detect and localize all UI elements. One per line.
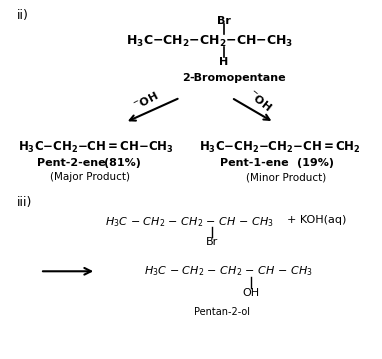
Text: ii): ii)	[17, 9, 29, 22]
Text: $^{-}$OH: $^{-}$OH	[246, 88, 275, 113]
Text: OH: OH	[242, 288, 259, 298]
Text: Br: Br	[206, 237, 218, 247]
Text: Pent-1-ene: Pent-1-ene	[220, 158, 289, 168]
Text: (Minor Product): (Minor Product)	[246, 172, 327, 182]
Text: -Bromopentane: -Bromopentane	[190, 73, 286, 83]
Text: $H_3C\ {-}\ CH_2\ {-}\ CH_2\ {-}\ CH\ {-}\ CH_3$: $H_3C\ {-}\ CH_2\ {-}\ CH_2\ {-}\ CH\ {-…	[144, 264, 313, 278]
Text: $\mathbf{H_3C{-}CH_2{-}CH_2{-}CH{=}CH_2}$: $\mathbf{H_3C{-}CH_2{-}CH_2{-}CH{=}CH_2}…	[199, 140, 361, 155]
Text: Br: Br	[217, 16, 231, 26]
Text: (81%): (81%)	[104, 158, 141, 168]
Text: 2: 2	[182, 73, 190, 83]
Text: $\mathbf{H_3C{-}CH_2{-}CH_2{-}CH{-}CH_3}$: $\mathbf{H_3C{-}CH_2{-}CH_2{-}CH{-}CH_3}…	[126, 34, 293, 49]
Text: $H_3C\ {-}\ CH_2\ {-}\ CH_2\ {-}\ CH\ {-}\ CH_3$: $H_3C\ {-}\ CH_2\ {-}\ CH_2\ {-}\ CH\ {-…	[105, 215, 274, 229]
Text: + KOH(aq): + KOH(aq)	[287, 215, 346, 225]
Text: (Major Product): (Major Product)	[50, 172, 130, 182]
Text: Pent-2-ene: Pent-2-ene	[37, 158, 105, 168]
Text: (19%): (19%)	[297, 158, 334, 168]
Text: iii): iii)	[17, 196, 32, 209]
Text: H: H	[219, 57, 228, 67]
Text: $\mathbf{H_3C{-}CH_2{-}CH{=}CH{-}CH_3}$: $\mathbf{H_3C{-}CH_2{-}CH{=}CH{-}CH_3}$	[18, 140, 174, 155]
Text: Pentan-2-ol: Pentan-2-ol	[194, 307, 250, 317]
Text: $^{-}$OH: $^{-}$OH	[132, 89, 161, 112]
